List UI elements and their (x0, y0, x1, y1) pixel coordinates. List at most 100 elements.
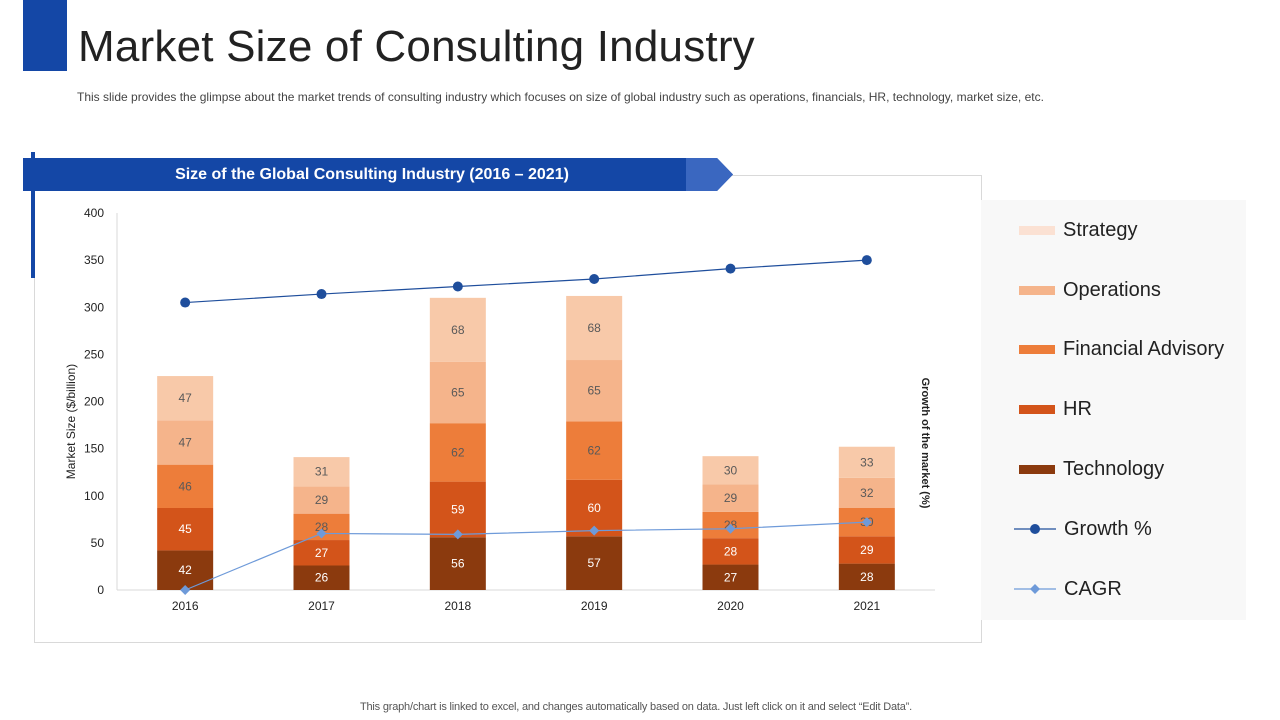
line-cagr[interactable] (184, 521, 867, 591)
data-label: 26 (315, 571, 329, 585)
point-cagr[interactable] (861, 517, 872, 528)
left-accent-bar (31, 152, 35, 278)
legend-label: Operations (1063, 278, 1161, 301)
legend-swatch (1019, 404, 1055, 414)
bar-strategy[interactable] (702, 456, 759, 485)
legend-swatch (1019, 225, 1055, 235)
data-label: 32 (860, 486, 874, 500)
footer-note: This graph/chart is linked to excel, and… (360, 701, 912, 713)
point-growth[interactable] (316, 289, 327, 300)
y-tick-label: 300 (84, 300, 104, 314)
line-growth[interactable] (185, 259, 867, 304)
legend-swatch (1019, 285, 1055, 295)
data-label: 42 (178, 563, 192, 577)
data-label: 27 (315, 546, 329, 560)
point-cagr[interactable] (452, 529, 463, 540)
bar-technology[interactable] (293, 565, 350, 590)
data-label: 57 (587, 556, 601, 570)
point-cagr[interactable] (316, 528, 327, 539)
y-tick-label: 150 (84, 442, 104, 456)
legend-item: Financial Advisory (981, 334, 1224, 364)
bar-operations[interactable] (566, 360, 623, 422)
x-tick-label: 2018 (444, 599, 471, 613)
point-cagr[interactable] (180, 585, 191, 595)
bar-operations[interactable] (429, 361, 486, 424)
data-label: 28 (860, 570, 874, 584)
legend-label: HR (1063, 397, 1092, 420)
bar-strategy[interactable] (429, 297, 486, 362)
point-growth[interactable] (589, 273, 600, 284)
bar-hr[interactable] (157, 508, 214, 551)
bar-technology[interactable] (566, 536, 623, 590)
point-growth[interactable] (861, 255, 872, 266)
data-label: 28 (724, 544, 738, 558)
data-label: 29 (315, 493, 329, 507)
y-tick-label: 400 (84, 206, 104, 220)
x-tick-label: 2020 (717, 599, 744, 613)
page-title: Market Size of Consulting Industry (78, 22, 755, 71)
data-label: 27 (724, 570, 738, 584)
title-accent-block (23, 0, 67, 71)
y-tick-label: 200 (84, 395, 104, 409)
x-tick-label: 2016 (172, 599, 199, 613)
data-label: 31 (315, 465, 329, 479)
data-label: 29 (860, 543, 874, 557)
bar-financial_advisory[interactable] (429, 423, 486, 482)
legend-item: HR (981, 394, 1092, 424)
legend-line-circle-icon (1014, 524, 1056, 534)
legend-item: Operations (981, 275, 1161, 305)
bar-strategy[interactable] (293, 457, 350, 487)
data-label: 47 (178, 435, 192, 449)
legend-item: CAGR (981, 574, 1122, 604)
y-tick-label: 350 (84, 253, 104, 267)
bar-operations[interactable] (702, 484, 759, 512)
legend-label: Financial Advisory (1063, 337, 1225, 360)
point-cagr[interactable] (725, 523, 736, 534)
bar-technology[interactable] (157, 550, 214, 590)
bar-hr[interactable] (838, 536, 895, 564)
x-tick-label: 2019 (581, 599, 608, 613)
data-label: 60 (587, 501, 601, 515)
data-label: 65 (587, 384, 601, 398)
data-label: 47 (178, 391, 192, 405)
bar-hr[interactable] (293, 540, 350, 566)
y-tick-label: 250 (84, 347, 104, 361)
bar-hr[interactable] (702, 538, 759, 565)
legend-swatch (1019, 464, 1055, 474)
data-label: 33 (860, 455, 874, 469)
y-tick-label: 50 (91, 536, 105, 550)
bar-strategy[interactable] (566, 295, 623, 361)
bar-strategy[interactable] (838, 446, 895, 478)
bar-strategy[interactable] (157, 376, 214, 421)
data-label: 68 (587, 321, 601, 335)
x-tick-label: 2017 (308, 599, 335, 613)
bar-financial_advisory[interactable] (566, 421, 623, 480)
bar-operations[interactable] (293, 486, 350, 514)
data-label: 30 (724, 463, 738, 477)
data-label: 28 (315, 520, 329, 534)
chart-banner (23, 158, 733, 191)
bar-technology[interactable] (702, 564, 759, 590)
data-label: 68 (451, 323, 465, 337)
point-growth[interactable] (452, 281, 463, 292)
legend-line-diamond-icon (1014, 584, 1056, 594)
bar-operations[interactable] (157, 420, 214, 465)
legend-item: Growth % (981, 514, 1152, 544)
y-tick-label: 100 (84, 489, 104, 503)
data-label: 62 (451, 445, 465, 459)
legend-label: CAGR (1064, 577, 1122, 600)
legend-item: Strategy (981, 215, 1137, 245)
point-growth[interactable] (180, 297, 191, 308)
x-tick-label: 2021 (853, 599, 880, 613)
point-growth[interactable] (725, 263, 736, 274)
y-tick-label: 0 (97, 583, 104, 597)
point-cagr[interactable] (589, 525, 600, 536)
bar-technology[interactable] (838, 563, 895, 590)
bar-hr[interactable] (429, 481, 486, 538)
bar-financial_advisory[interactable] (157, 464, 214, 509)
bar-operations[interactable] (838, 477, 895, 509)
bar-technology[interactable] (429, 537, 486, 590)
data-label: 62 (587, 444, 601, 458)
legend-label: Growth % (1064, 517, 1152, 540)
